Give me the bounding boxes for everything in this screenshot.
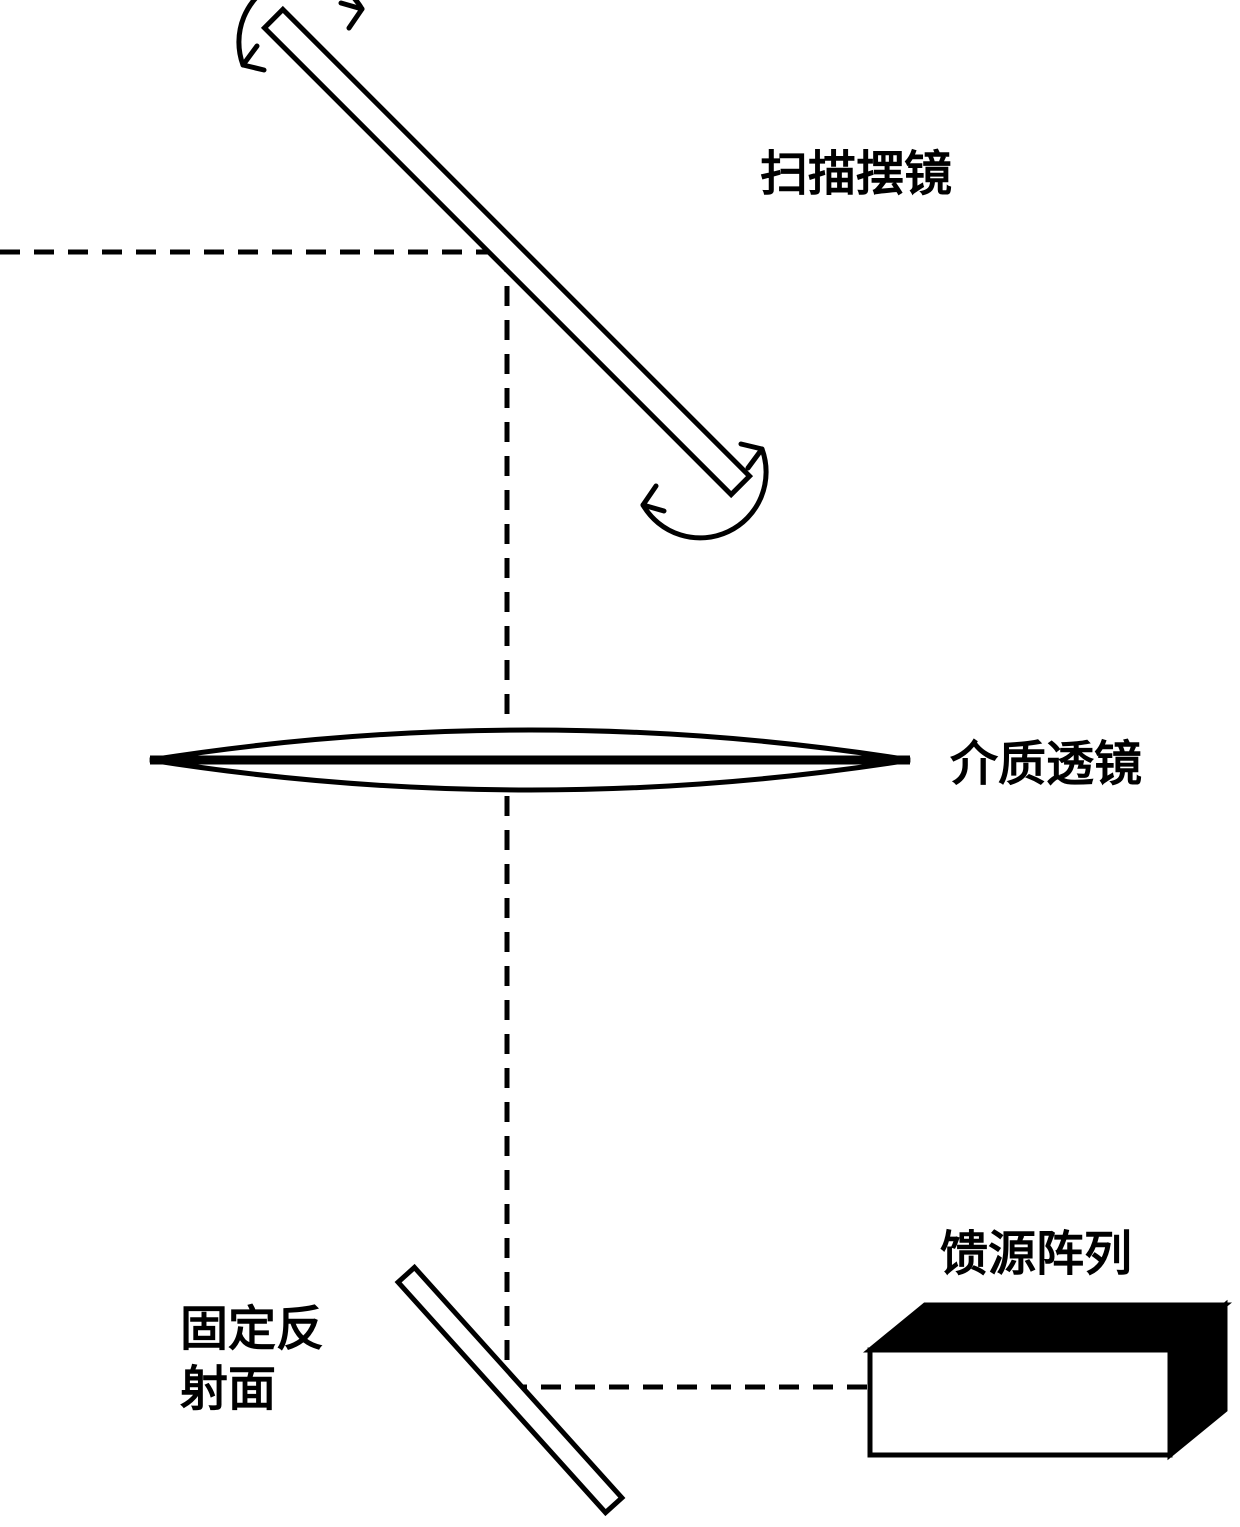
label-feed-array: 馈源阵列 <box>940 1225 1132 1285</box>
rays-group <box>0 252 868 1387</box>
label-lens: 介质透镜 <box>950 735 1142 795</box>
diagram-stage: 扫描摆镜 介质透镜 固定反 射面 馈源阵列 <box>0 0 1240 1527</box>
label-scanning-mirror: 扫描摆镜 <box>760 145 952 205</box>
label-fixed-mirror: 固定反 射面 <box>180 1300 324 1420</box>
scanning-mirror <box>264 9 749 494</box>
feed-array-box <box>870 1305 1225 1455</box>
feed-array-front-face <box>870 1350 1170 1455</box>
fixed-reflector <box>398 1267 622 1512</box>
dielectric-lens <box>150 730 910 790</box>
feed-array-top-face <box>870 1305 1225 1350</box>
